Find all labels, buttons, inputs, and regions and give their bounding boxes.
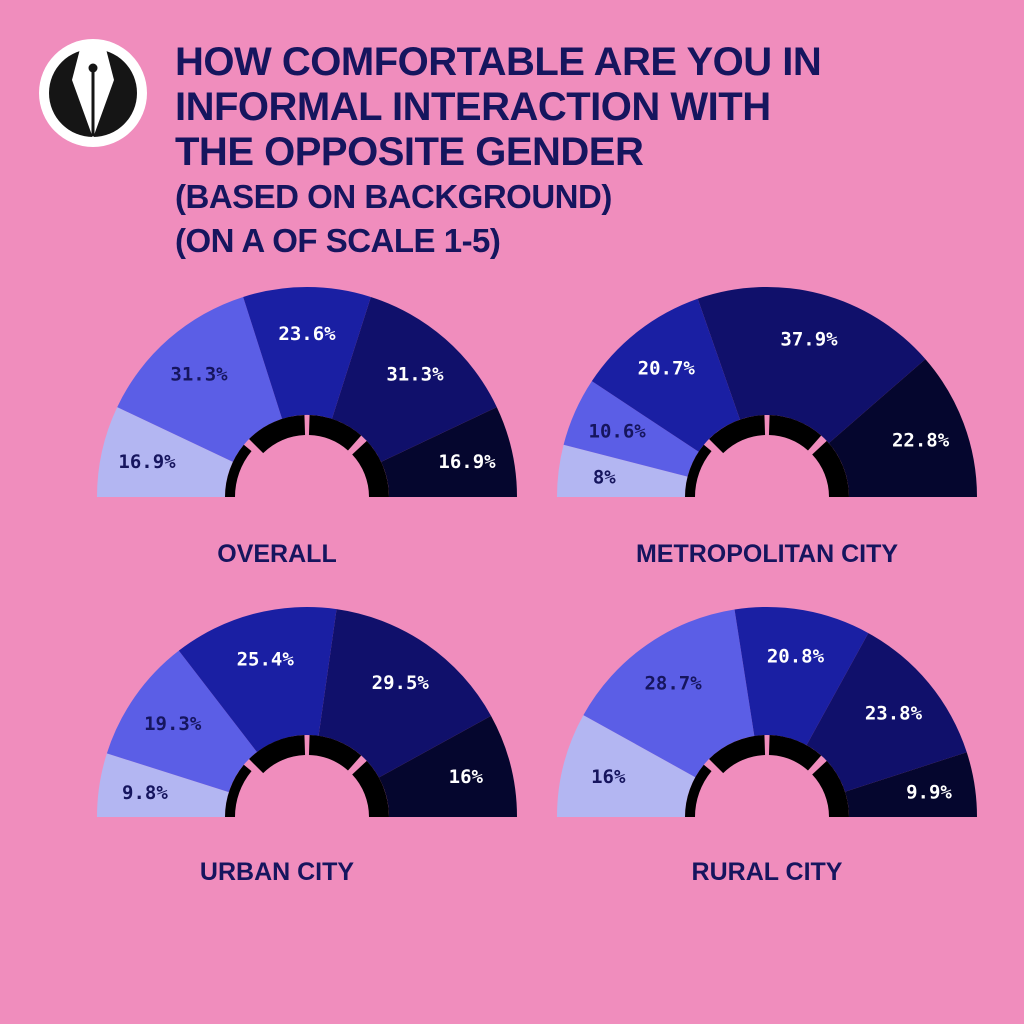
slice-1 <box>97 407 233 497</box>
chart-title: METROPOLITAN CITY <box>636 540 898 568</box>
gauge-ring-segment <box>812 440 849 497</box>
slice-5 <box>381 407 517 497</box>
slice-1 <box>97 753 229 817</box>
slice-5 <box>378 715 517 817</box>
slice-5 <box>828 359 977 497</box>
data-label: 16.9% <box>118 451 176 473</box>
fountain-pen-nib-icon <box>39 39 147 147</box>
data-label: 20.7% <box>638 358 696 380</box>
subtitle-line: (ON A OF SCALE 1-5) <box>175 222 501 259</box>
data-label: 9.8% <box>122 782 168 804</box>
gauge-ring-segment <box>709 415 766 454</box>
gauge-ring-segment <box>768 415 822 451</box>
chart-title: URBAN CITY <box>200 858 354 886</box>
data-label: 16.9% <box>438 451 496 473</box>
gauge-ring-segment <box>709 735 766 774</box>
data-label: 16% <box>449 766 484 788</box>
slice-2 <box>583 609 755 778</box>
gauge-ring-segment <box>308 415 362 451</box>
slice-2 <box>563 381 699 477</box>
slice-2 <box>106 650 257 793</box>
chart-title: RURAL CITY <box>692 858 843 886</box>
data-label: 31.3% <box>386 364 444 386</box>
data-label: 31.3% <box>170 364 228 386</box>
data-label: 23.6% <box>278 323 336 345</box>
data-label: 29.5% <box>372 672 430 694</box>
gauge-chart-2: 9.8% 19.3% 25.4% 29.5% 16% URBAN CITY <box>97 607 517 886</box>
gauge-ring-segment <box>352 760 389 817</box>
slice-3 <box>591 298 740 452</box>
slice-1 <box>557 444 688 497</box>
page-title: HOW COMFORTABLE ARE YOU IN INFORMAL INTE… <box>175 40 822 263</box>
gauge-ring-segment <box>308 735 362 771</box>
slice-2 <box>117 296 283 462</box>
gauge-ring-segment <box>812 760 849 817</box>
title-line: HOW COMFORTABLE ARE YOU IN <box>175 40 822 84</box>
data-label: 19.3% <box>144 713 202 735</box>
data-label: 10.6% <box>589 420 647 442</box>
gauge-ring-segment <box>768 735 822 771</box>
gauge-ring-segment <box>225 764 252 817</box>
data-label: 8% <box>593 466 616 488</box>
title-line: THE OPPOSITE GENDER <box>175 130 644 174</box>
gauge-ring-segment <box>685 764 712 817</box>
data-label: 22.8% <box>892 430 950 452</box>
slice-3 <box>243 287 371 419</box>
gauge-ring-segment <box>685 444 712 497</box>
slice-3 <box>178 607 337 753</box>
data-label: 20.8% <box>767 645 825 667</box>
data-label: 28.7% <box>644 673 702 695</box>
subtitle-line: (BASED ON BACKGROUND) <box>175 178 612 215</box>
gauge-chart-1: 8% 10.6% 20.7% 37.9% 22.8% METROPOLITAN CITY <box>557 286 977 568</box>
data-label: 37.9% <box>780 328 838 350</box>
gauge-ring-segment <box>352 440 389 497</box>
data-label: 25.4% <box>237 648 295 670</box>
slice-5 <box>845 752 977 817</box>
data-label: 23.8% <box>865 703 923 725</box>
gauge-ring-segment <box>225 444 252 497</box>
slice-4 <box>806 633 967 792</box>
chart-title: OVERALL <box>217 540 336 568</box>
gauge-chart-3: 16% 28.7% 20.8% 23.8% 9.9% RURAL CITY <box>557 606 977 886</box>
gauge-ring-segment <box>249 735 306 774</box>
gauge-ring-segment <box>249 415 306 454</box>
slice-3 <box>734 606 869 746</box>
gauge-chart-0: 16.9% 31.3% 23.6% 31.3% 16.9% OVERALL <box>97 287 517 568</box>
data-label: 16% <box>591 766 626 788</box>
slice-4 <box>697 286 926 444</box>
slice-4 <box>331 296 497 462</box>
slice-1 <box>557 715 696 817</box>
data-label: 9.9% <box>906 781 952 803</box>
slice-4 <box>318 609 492 778</box>
title-line: INFORMAL INTERACTION WITH <box>175 85 771 129</box>
